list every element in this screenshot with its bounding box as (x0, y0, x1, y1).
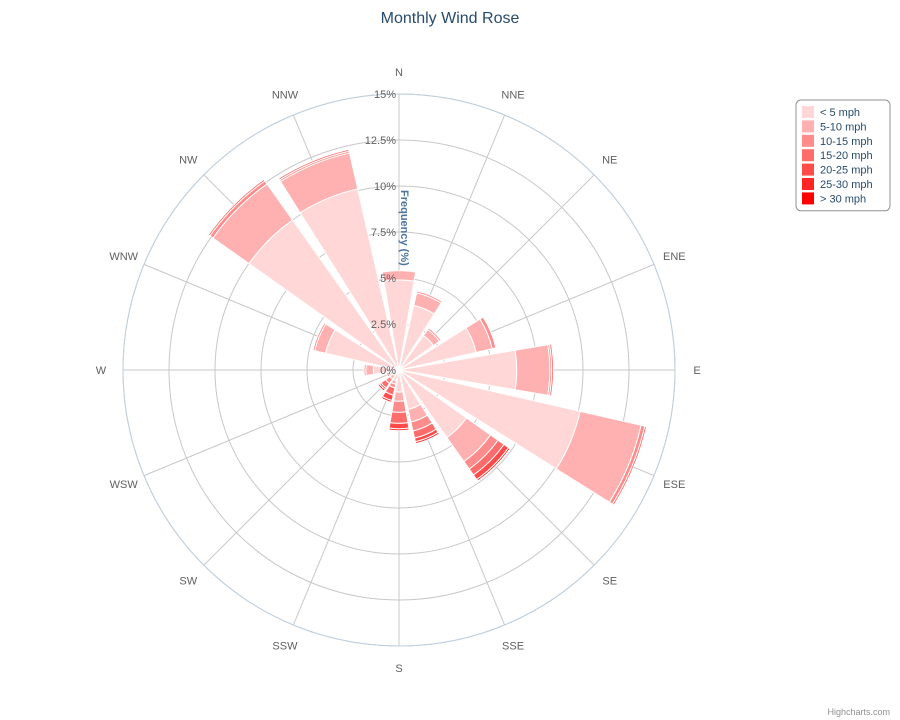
direction-label-w: W (96, 365, 107, 377)
direction-label-wsw: WSW (110, 479, 139, 491)
direction-label-s: S (395, 663, 402, 675)
bar-segment-s[interactable] (393, 391, 405, 402)
axis-labels-group: N NNE NE ENE E ESE SE SSE S SSW SW WSW W WNW NW NNW 0% 2.… (96, 67, 701, 675)
direction-label-sse: SSE (502, 640, 524, 652)
y-tick-label: 12.5% (365, 135, 396, 147)
legend-item-label[interactable]: 25-30 mph (820, 179, 873, 191)
y-tick-label: 2.5% (371, 319, 396, 331)
bar-segment-wsw[interactable] (385, 371, 391, 378)
credits-link[interactable]: Highcharts.com (827, 707, 890, 717)
bar-segment-s[interactable] (391, 400, 407, 413)
bar-segment-nw[interactable] (207, 178, 266, 237)
legend-item-label[interactable]: 10-15 mph (820, 136, 873, 148)
bar-segment-w[interactable] (365, 363, 375, 377)
y-tick-label: 5% (380, 273, 396, 285)
direction-label-sw: SW (179, 576, 197, 588)
direction-label-ene: ENE (663, 251, 686, 263)
legend-item-label[interactable]: 15-20 mph (820, 150, 873, 162)
legend-item-label[interactable]: 5-10 mph (820, 121, 866, 133)
direction-label-ssw: SSW (272, 640, 298, 652)
bar-segment-n[interactable] (381, 270, 417, 282)
bar-segment-se[interactable] (476, 447, 511, 482)
bar-segment-nnw[interactable] (277, 148, 350, 181)
direction-label-e: E (693, 365, 700, 377)
bar-segment-ne[interactable] (427, 327, 442, 342)
y-tick-label: 15% (374, 89, 396, 101)
bar-segment-w[interactable] (363, 363, 367, 377)
bar-segment-s[interactable] (388, 422, 410, 430)
bar-segment-e[interactable] (548, 343, 555, 397)
bar-segment-sse[interactable] (414, 431, 440, 445)
y-axis-title: Frequency (%) (398, 190, 410, 266)
bar-segment-ene[interactable] (479, 316, 497, 350)
legend[interactable]: < 5 mph 5-10 mph 10-15 mph 15-20 mph 20-25 m… (795, 99, 891, 212)
direction-label-ne: NE (602, 154, 617, 166)
legend-item-label[interactable]: > 30 mph (820, 193, 866, 205)
direction-label-se: SE (602, 576, 617, 588)
legend-box (795, 99, 891, 212)
grid-spoke (143, 369, 400, 477)
y-tick-label: 7.5% (371, 227, 396, 239)
direction-label-n: N (395, 67, 403, 79)
bar-segment-ese[interactable] (611, 425, 648, 506)
legend-swatch[interactable] (802, 149, 814, 162)
bar-segment-s[interactable] (389, 411, 409, 424)
legend-swatch[interactable] (802, 106, 814, 118)
bar-segment-wnw[interactable] (312, 322, 327, 352)
direction-label-ese: ESE (663, 479, 685, 491)
legend-swatch[interactable] (802, 120, 814, 133)
bar-segment-e[interactable] (514, 344, 551, 396)
bar-segment-s[interactable] (388, 427, 410, 432)
y-tick-label: 0% (380, 365, 396, 377)
bar-segment-nne[interactable] (415, 290, 443, 304)
direction-label-nne: NNE (501, 90, 524, 102)
y-tick-label: 10% (374, 181, 396, 193)
grid-spoke (203, 369, 400, 566)
legend-swatch[interactable] (802, 192, 814, 205)
direction-label-nnw: NNW (272, 90, 299, 102)
bar-series-group (207, 148, 648, 506)
legend-item-label[interactable]: < 5 mph (820, 107, 860, 119)
bar-segment-ssw[interactable] (380, 395, 393, 403)
grid-spoke (292, 369, 400, 626)
chart-title: Monthly Wind Rose (381, 10, 520, 27)
legend-item-label[interactable]: 20-25 mph (820, 165, 873, 177)
bar-segment-sw[interactable] (377, 383, 386, 392)
direction-label-wnw: WNW (109, 251, 138, 263)
legend-swatch[interactable] (802, 178, 814, 190)
legend-swatch[interactable] (802, 134, 814, 147)
legend-swatch[interactable] (802, 163, 814, 176)
direction-label-nw: NW (179, 154, 198, 166)
